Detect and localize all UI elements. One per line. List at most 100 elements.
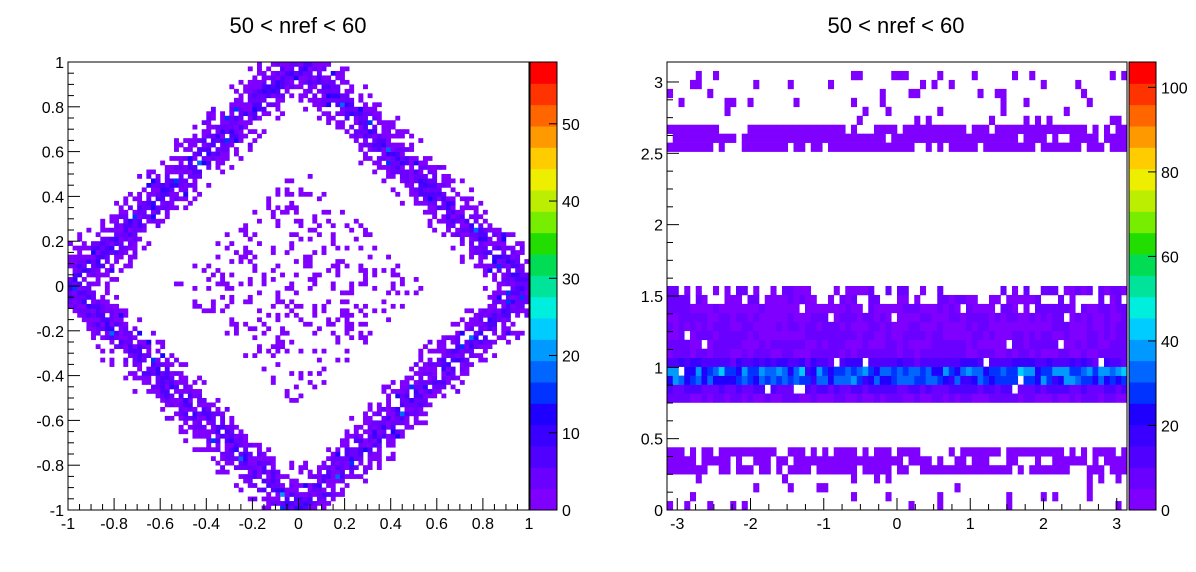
heatmap-cell [307,227,313,233]
heatmap-cell [109,263,115,269]
heatmap-cell [759,339,766,350]
heatmap-cell [409,375,415,381]
heatmap-cell [799,366,806,376]
heatmap-cell [376,433,382,439]
heatmap-cell [266,505,272,511]
heatmap-cell [233,438,239,444]
heatmap-cell [810,384,817,394]
heatmap-cell [109,227,115,233]
heatmap-cell [164,214,170,220]
heatmap-cell [937,366,944,376]
heatmap-cell [270,102,276,108]
heatmap-cell [312,66,318,72]
heatmap-cell [404,156,410,161]
heatmap-cell [672,447,679,457]
heatmap-cell [1092,330,1099,341]
heatmap-cell [137,375,143,381]
heatmap-cell [1081,312,1088,323]
heatmap-cell [1029,339,1036,350]
heatmap-cell [118,245,124,251]
heatmap-cell [931,312,938,323]
heatmap-cell [91,259,96,264]
heatmap-cell [390,142,396,148]
heatmap-cell [432,209,438,215]
heatmap-cell [787,375,794,385]
heatmap-cell [399,411,405,417]
heatmap-cell [363,303,368,309]
heatmap-cell [736,357,743,367]
heatmap-cell [427,389,433,394]
heatmap-cell [902,447,909,457]
x-tick-label: 0 [893,516,902,533]
heatmap-cell [344,451,350,457]
heatmap-cell [150,371,156,376]
heatmap-cell [233,115,239,121]
heatmap-cell [1086,492,1093,502]
heatmap-cell [399,380,405,385]
heatmap-cell [197,447,202,453]
heatmap-cell [95,330,101,336]
heatmap-cell [874,393,881,403]
heatmap-cell [326,447,332,453]
colorbar-swatch [530,190,557,212]
heatmap-cell [1052,447,1059,457]
heatmap-cell [524,299,530,305]
heatmap-cell [1098,375,1105,385]
heatmap-cell [856,303,863,314]
heatmap-cell [100,321,106,327]
heatmap-cell [931,375,938,385]
heatmap-cell [1069,133,1076,143]
heatmap-cell [482,241,488,246]
heatmap-cell [349,97,355,103]
heatmap-cell [422,344,428,350]
heatmap-cell [908,456,915,466]
heatmap-cell [427,402,433,408]
heatmap-cell [741,303,748,314]
heatmap-cell [446,205,451,211]
heatmap-cell [270,277,276,282]
heatmap-cell [100,357,106,363]
heatmap-cell [524,259,530,264]
heatmap-cell [718,384,725,394]
heatmap-cell [376,451,382,457]
heatmap-cell [123,196,129,202]
heatmap-cell [381,124,387,130]
heatmap-cell [395,191,401,197]
heatmap-cell [344,290,350,296]
heatmap-cell [1109,465,1116,475]
heatmap-cell [897,393,904,403]
heatmap-cell [349,133,355,139]
colorbar-tick-label: 20 [1161,418,1179,435]
heatmap-cell [321,79,327,85]
heatmap-cell [1040,303,1047,314]
heatmap-cell [427,182,433,188]
heatmap-cell [339,460,345,466]
heatmap-cell [764,321,771,332]
heatmap-cell [289,487,295,493]
heatmap-cell [436,205,442,211]
heatmap-cell [1012,330,1019,341]
heatmap-cell [908,321,915,332]
heatmap-cell [487,294,493,300]
heatmap-cell [948,339,955,350]
heatmap-cell [243,120,249,126]
heatmap-cell [247,496,253,502]
heatmap-cell [197,174,202,179]
heatmap-cell [91,245,96,251]
heatmap-cell [851,456,858,466]
heatmap-cell [358,111,364,117]
heatmap-cell [446,214,451,220]
heatmap-cell [390,406,396,412]
heatmap-cell [192,447,198,453]
heatmap-cell [776,142,783,152]
heatmap-cell [243,102,249,108]
heatmap-cell [487,303,493,309]
heatmap-cell [885,375,892,385]
heatmap-cell [215,460,221,466]
heatmap-cell [478,236,484,242]
heatmap-cell [450,353,456,358]
heatmap-cell [1109,115,1116,126]
heatmap-cell [799,357,806,367]
heatmap-cell [224,460,230,466]
heatmap-cell [252,75,258,81]
